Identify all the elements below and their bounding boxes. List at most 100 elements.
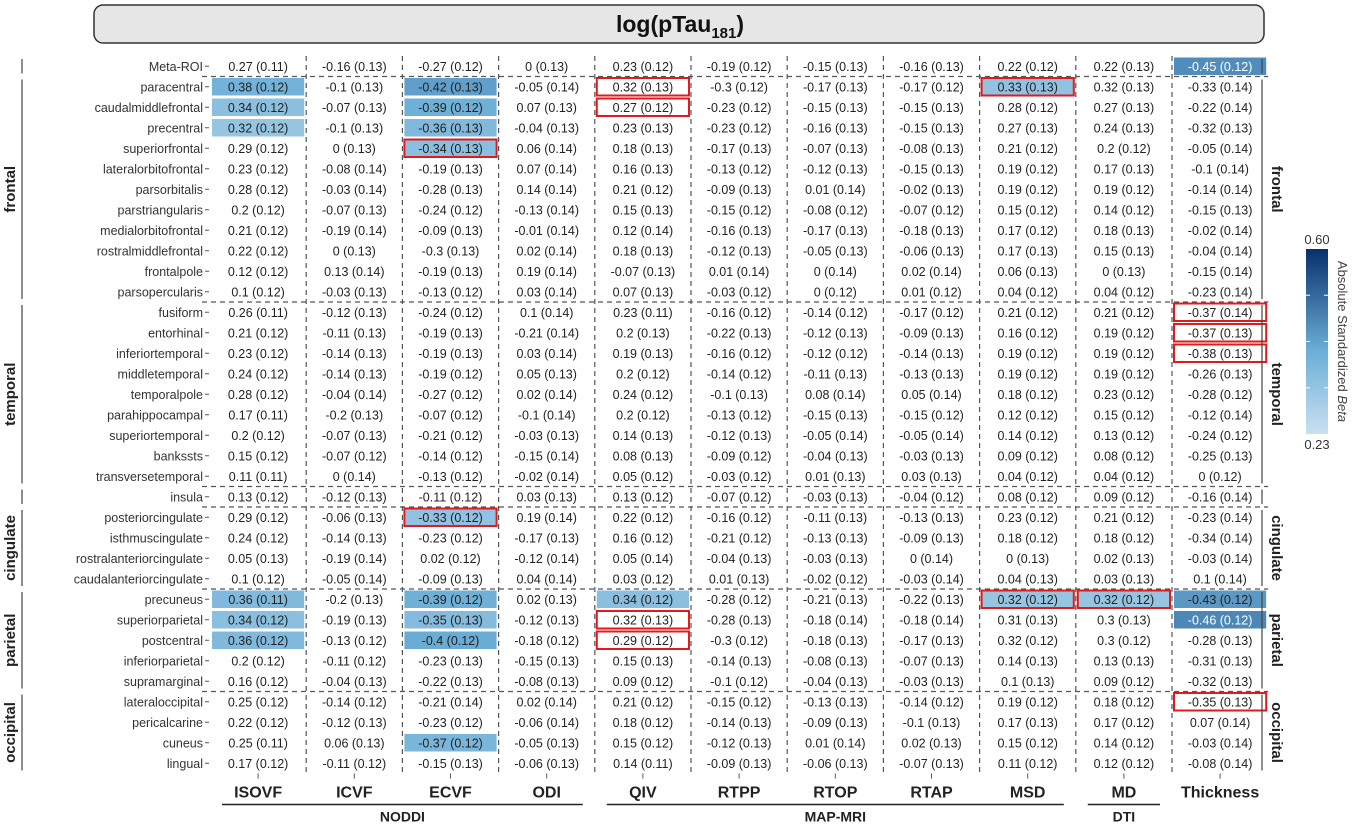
cell-value-label: -0.04 (0.13) <box>803 449 868 463</box>
cell-value-label: -0.23 (0.13) <box>418 654 483 668</box>
cell-value-label: -0.24 (0.12) <box>418 306 483 320</box>
cell-value-label: 0.2 (0.12) <box>231 654 285 668</box>
cell-value-label: -0.15 (0.13) <box>803 408 868 422</box>
cell-value-label: 0.1 (0.12) <box>231 572 285 586</box>
cell-value-label: -0.07 (0.12) <box>322 449 387 463</box>
heatmap-cell <box>212 78 305 96</box>
row-label: supramarginal <box>124 675 203 689</box>
cell-value-label: 0 (0.14) <box>910 552 953 566</box>
cell-value-label: 0.17 (0.12) <box>1094 716 1154 730</box>
cell-value-label: -0.23 (0.14) <box>1188 285 1253 299</box>
highlight-box <box>980 77 1075 97</box>
cell-value-label: -0.02 (0.13) <box>899 183 964 197</box>
cell-value-label: -0.21 (0.12) <box>707 531 772 545</box>
cell-value-label: 0.21 (0.12) <box>228 326 288 340</box>
cell-value-label: -0.15 (0.13) <box>803 101 868 115</box>
row-label: postcentral <box>142 634 203 648</box>
cell-value-label: -0.33 (0.12) <box>418 511 483 525</box>
cell-value-label: 0.27 (0.11) <box>228 60 288 74</box>
row-group-label-right: parietal <box>1268 614 1285 667</box>
row-group-label-left: parietal <box>2 614 19 667</box>
cell-value-label: 0.19 (0.12) <box>997 183 1057 197</box>
colorbar-legend: 0.60 0.23 Absolute Standardized Beta <box>1304 232 1350 452</box>
cell-value-label: -0.05 (0.14) <box>1188 142 1253 156</box>
cell-value-label: -0.08 (0.12) <box>803 203 868 217</box>
cell-value-label: 0.22 (0.12) <box>997 60 1057 74</box>
cell-value-label: -0.21 (0.14) <box>514 326 579 340</box>
cell-value-label: -0.04 (0.13) <box>322 675 387 689</box>
cell-value-label: 0.23 (0.12) <box>228 162 288 176</box>
cell-value-label: -0.28 (0.12) <box>707 593 772 607</box>
row-group-label-left: frontal <box>2 166 19 213</box>
cell-value-label: -0.15 (0.12) <box>899 408 964 422</box>
cell-value-label: 0.02 (0.14) <box>516 388 576 402</box>
cell-value-label: 0.03 (0.14) <box>516 347 576 361</box>
cell-value-label: -0.22 (0.13) <box>707 326 772 340</box>
cell-value-label: 0.18 (0.12) <box>997 531 1057 545</box>
cell-value-label: 0.15 (0.12) <box>228 449 288 463</box>
row-label: insula <box>170 490 203 504</box>
cell-value-label: 0.01 (0.14) <box>709 265 769 279</box>
cell-value-label: 0.27 (0.13) <box>1094 101 1154 115</box>
cell-value-label: -0.03 (0.13) <box>899 675 964 689</box>
cell-value-label: 0 (0.13) <box>1102 265 1145 279</box>
highlight-box <box>595 610 690 630</box>
chart-title: log(pTau181) <box>616 11 744 42</box>
cell-value-label: -0.14 (0.12) <box>803 306 868 320</box>
cell-value-label: 0.32 (0.12) <box>997 634 1057 648</box>
cell-value-label: 0.19 (0.14) <box>516 265 576 279</box>
cell-value-label: 0.18 (0.13) <box>613 244 673 258</box>
cell-value-label: 0.17 (0.12) <box>228 757 288 771</box>
cell-value-label: -0.05 (0.14) <box>899 429 964 443</box>
cell-value-label: 0.13 (0.13) <box>1094 654 1154 668</box>
cell-value-label: -0.13 (0.13) <box>803 695 868 709</box>
cell-value-label: -0.18 (0.14) <box>803 613 868 627</box>
cell-value-label: -0.23 (0.12) <box>707 101 772 115</box>
row-label: inferiorparietal <box>124 654 203 668</box>
cell-value-label: 0.03 (0.12) <box>613 572 673 586</box>
row-label: medialorbitofrontal <box>100 224 203 238</box>
cell-value-label: 0.09 (0.12) <box>613 675 673 689</box>
cell-value-label: 0.02 (0.14) <box>516 695 576 709</box>
cell-value-label: -0.15 (0.13) <box>899 121 964 135</box>
cell-value-label: -0.04 (0.13) <box>803 675 868 689</box>
cell-value-label: 0.18 (0.12) <box>1094 695 1154 709</box>
cell-value-label: -0.15 (0.13) <box>899 162 964 176</box>
cell-value-label: -0.17 (0.13) <box>803 80 868 94</box>
cells-layer <box>212 57 1267 752</box>
cell-value-label: 0.05 (0.14) <box>613 552 673 566</box>
cell-value-label: 0.34 (0.12) <box>228 613 288 627</box>
cell-value-label: -0.17 (0.12) <box>899 306 964 320</box>
cell-value-label: -0.35 (0.13) <box>1188 695 1253 709</box>
cell-value-label: 0 (0.14) <box>814 265 857 279</box>
cell-value-label: 0.09 (0.12) <box>997 449 1057 463</box>
cell-labels-layer: 0.27 (0.11) -0.16 (0.13) -0.27 (0.12) 0 (0.… <box>228 60 1253 771</box>
highlight-box <box>595 97 690 117</box>
cell-value-label: -0.09 (0.12) <box>707 449 772 463</box>
heatmap-cell <box>404 139 497 157</box>
cell-value-label: -0.37 (0.14) <box>1188 306 1253 320</box>
cell-value-label: -0.17 (0.13) <box>803 224 868 238</box>
cell-value-label: -0.13 (0.12) <box>418 470 483 484</box>
cell-value-label: -0.03 (0.14) <box>1188 552 1253 566</box>
cell-value-label: 0.19 (0.12) <box>997 347 1057 361</box>
cell-value-label: 0.13 (0.12) <box>228 490 288 504</box>
cell-value-label: -0.34 (0.14) <box>1188 531 1253 545</box>
cell-value-label: -0.23 (0.12) <box>418 531 483 545</box>
cell-value-label: -0.12 (0.14) <box>514 552 579 566</box>
cell-value-label: 0.02 (0.14) <box>516 244 576 258</box>
cell-value-label: -0.07 (0.13) <box>322 203 387 217</box>
cell-value-label: -0.15 (0.13) <box>899 101 964 115</box>
cell-value-label: 0.14 (0.12) <box>1094 203 1154 217</box>
cell-value-label: 0.18 (0.12) <box>613 716 673 730</box>
cell-value-label: 0.22 (0.12) <box>228 244 288 258</box>
cell-value-label: -0.16 (0.13) <box>803 121 868 135</box>
row-group-label-right: cingulate <box>1268 515 1285 581</box>
cell-value-label: 0.02 (0.12) <box>420 552 480 566</box>
heatmap-cell <box>1174 611 1267 629</box>
row-label: lateralorbitofrontal <box>103 162 203 176</box>
row-label: precuneus <box>145 593 203 607</box>
cell-value-label: -0.18 (0.12) <box>514 634 579 648</box>
heatmap-cell <box>404 508 497 526</box>
cell-value-label: -0.32 (0.13) <box>1188 675 1253 689</box>
